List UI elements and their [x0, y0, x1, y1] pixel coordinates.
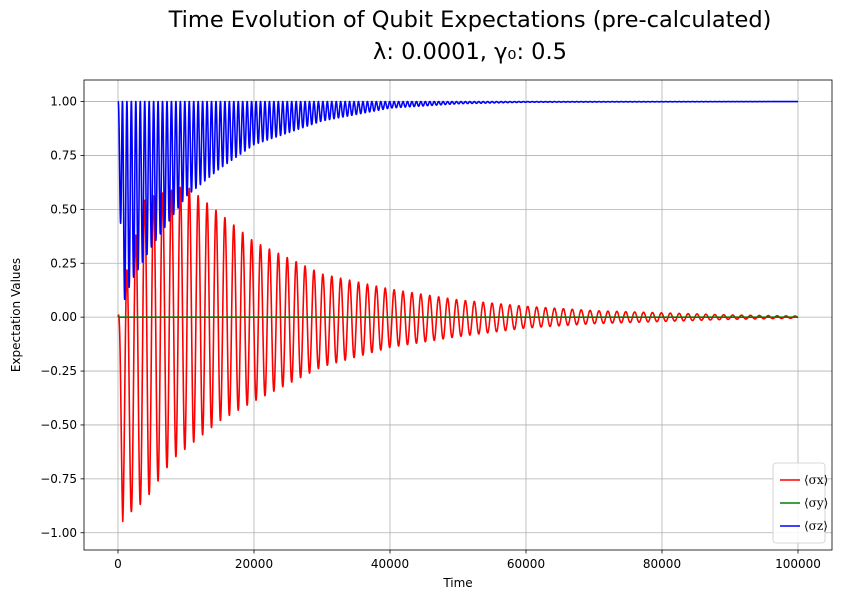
legend-label: ⟨σx⟩: [804, 473, 828, 487]
series-line-1: [117, 186, 799, 523]
legend-label: ⟨σy⟩: [804, 496, 828, 510]
x-tick-label: 80000: [643, 557, 681, 571]
y-tick-label: −0.75: [40, 472, 77, 486]
legend-label: ⟨σz⟩: [804, 519, 828, 533]
legend: ⟨σx⟩ ⟨σy⟩ ⟨σz⟩: [772, 462, 828, 544]
y-tick-label: 0.50: [50, 202, 77, 216]
x-tick-label: 100000: [775, 557, 821, 571]
series-layer: [117, 100, 799, 523]
x-tick-label: 0: [114, 557, 122, 571]
plot-frame: [83, 79, 833, 551]
y-tick-label: 0.00: [50, 310, 77, 324]
y-tick-label: 0.25: [50, 256, 77, 270]
x-axis-label: Time: [442, 576, 472, 590]
chart-title: Time Evolution of Qubit Expectations (pr…: [168, 7, 772, 33]
chart-subtitle: λ: 0.0001, γ₀: 0.5: [373, 39, 567, 65]
axis-ticks: 0 20000 40000 60000 80000 100000 −1.00 −0.75 −0.…: [40, 95, 821, 571]
y-tick-label: −1.00: [40, 526, 77, 540]
x-tick-label: 20000: [235, 557, 273, 571]
y-tick-label: −0.25: [40, 364, 77, 378]
x-tick-label: 60000: [507, 557, 545, 571]
y-axis-label: Expectation Values: [9, 258, 23, 372]
series-line-3: [117, 100, 799, 301]
x-tick-label: 40000: [371, 557, 409, 571]
y-tick-label: 1.00: [50, 95, 77, 109]
y-tick-label: −0.50: [40, 418, 77, 432]
y-tick-label: 0.75: [50, 148, 77, 162]
